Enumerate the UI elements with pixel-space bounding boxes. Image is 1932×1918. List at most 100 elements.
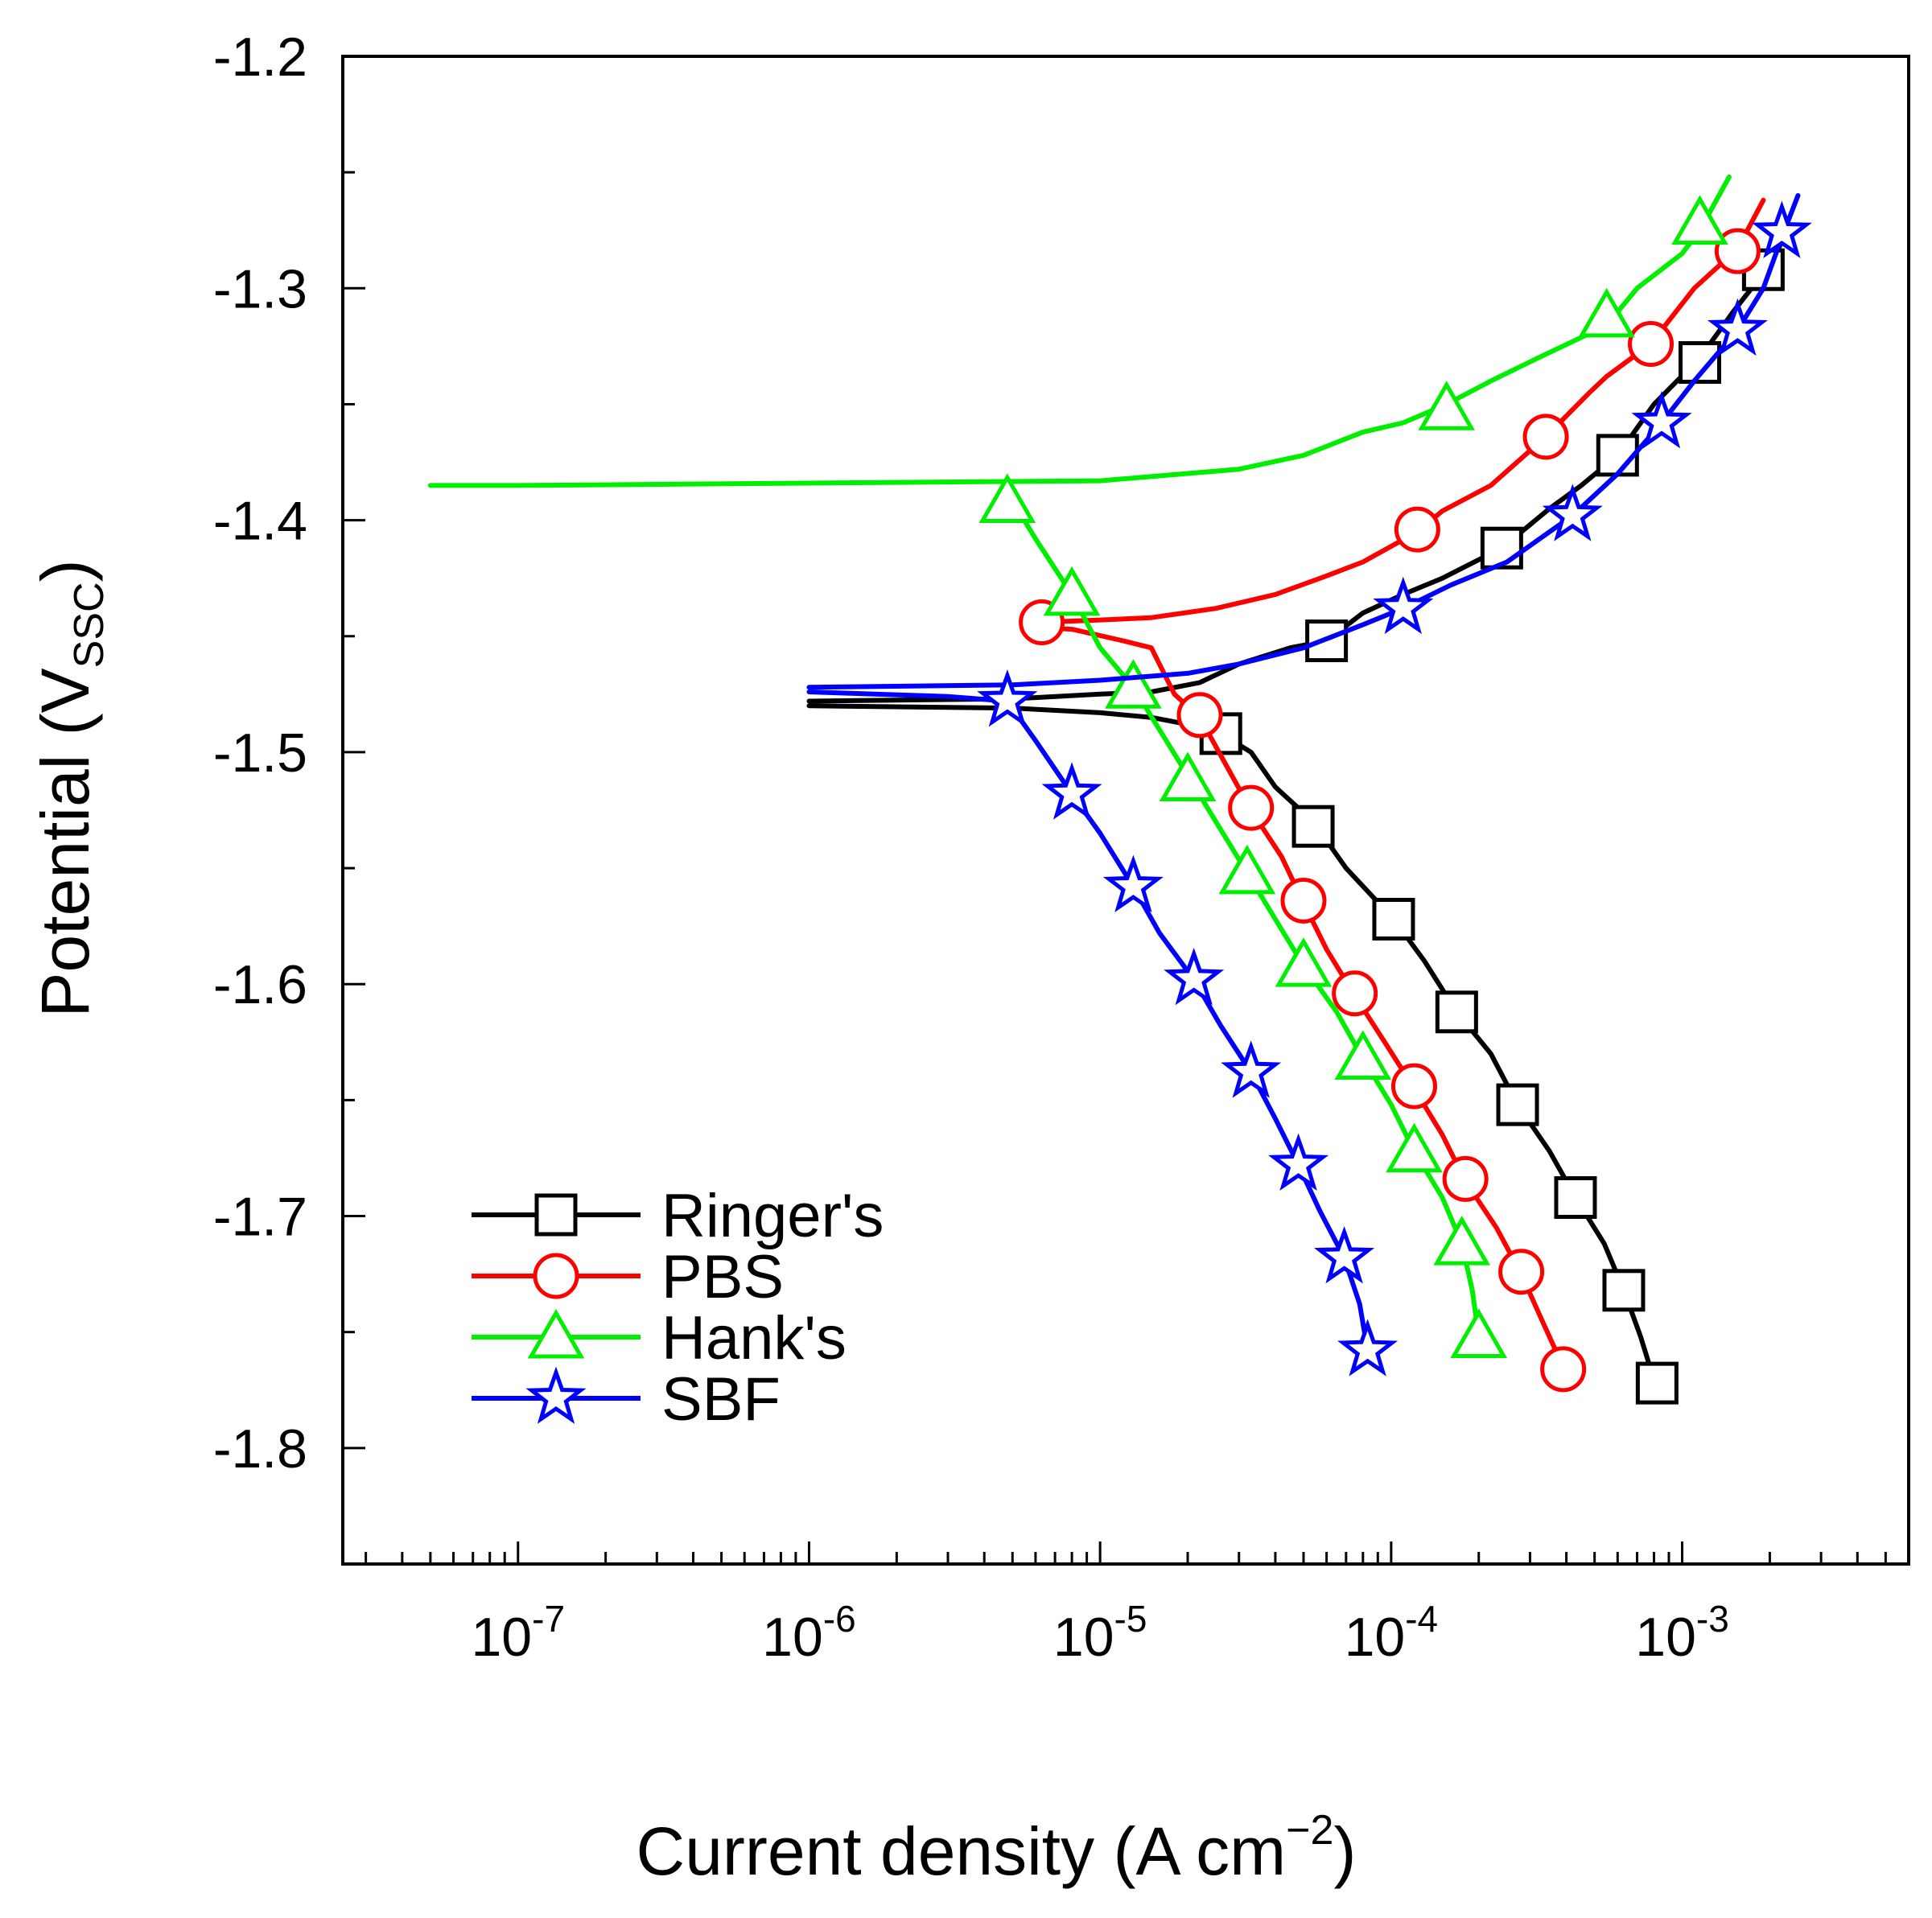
data-point-marker (1480, 526, 1523, 570)
y-axis-tick-labels: -1.2 -1.3 -1.4 -1.5 -1.6 -1.7 -1.8 (213, 27, 307, 1480)
data-point-marker (978, 473, 1036, 524)
y-tick-label: -1.2 (213, 27, 307, 88)
data-point-marker (1707, 298, 1768, 356)
x-axis-title-text: Current density (A cm (636, 1813, 1287, 1889)
data-point-marker (1305, 619, 1349, 663)
x-axis-title: Current density (A cm−2) (636, 1807, 1357, 1889)
x-axis-tick-labels: 10-7 10-6 10-5 10-4 10-3 (471, 1598, 1728, 1668)
legend-label: Hank's (661, 1304, 847, 1373)
data-point-marker (1275, 937, 1333, 987)
data-point-marker (1267, 1133, 1329, 1192)
x-tick-label-exponent: -6 (823, 1598, 856, 1640)
y-tick-label: -1.8 (213, 1418, 307, 1480)
data-point-marker (1554, 1175, 1597, 1219)
legend-marker (534, 1193, 578, 1237)
data-point-marker (1337, 1319, 1399, 1377)
anodic-branch-line (1039, 197, 1766, 625)
data-point-marker (1498, 1249, 1545, 1295)
data-point-marker (977, 669, 1038, 727)
data-point-marker (1522, 414, 1569, 460)
data-point-marker (1714, 228, 1761, 274)
x-tick-label: 10-3 (1635, 1598, 1729, 1668)
y-axis-title-suffix: ) (27, 559, 103, 582)
y-tick-label: -1.7 (213, 1187, 307, 1248)
data-point-marker (1218, 844, 1276, 895)
legend-label: PBS (661, 1243, 784, 1311)
data-point-marker (1314, 1225, 1375, 1284)
legend-label: SBF (661, 1365, 781, 1434)
x-tick-label-base: 10 (762, 1607, 823, 1668)
legend-item: Hank's (472, 1304, 847, 1373)
x-tick-label: 10-5 (1053, 1598, 1147, 1668)
x-tick-label-base: 10 (1635, 1607, 1696, 1668)
data-point-marker (1542, 484, 1603, 541)
data-point-marker (1334, 1030, 1392, 1080)
legend-item: PBS (472, 1243, 784, 1311)
legend-item: SBF (472, 1365, 781, 1434)
x-axis-title-suffix: ) (1333, 1813, 1356, 1889)
data-point-marker (1628, 321, 1675, 368)
x-tick-label-base: 10 (471, 1607, 532, 1668)
data-point-marker (1176, 692, 1223, 739)
x-axis-ticks (365, 1541, 1910, 1564)
data-point-marker (1159, 751, 1217, 802)
x-tick-label: 10-6 (762, 1598, 856, 1668)
data-point-marker (1496, 1083, 1539, 1126)
data-point-marker (1435, 990, 1478, 1034)
data-point-marker (1105, 659, 1162, 709)
data-point-marker (1386, 1122, 1443, 1173)
data-point-marker (1635, 1361, 1679, 1405)
x-tick-label-exponent: -3 (1696, 1598, 1729, 1640)
y-tick-label: -1.6 (213, 954, 307, 1015)
x-tick-label-base: 10 (1053, 1607, 1114, 1668)
series-star (806, 193, 1812, 1377)
data-point-marker (1450, 1308, 1508, 1358)
data-point-marker (1602, 1269, 1646, 1312)
legend-marker (525, 1366, 587, 1424)
data-point-marker (1578, 287, 1635, 338)
series-square (806, 239, 1785, 1405)
cathodic-branch-line (1022, 624, 1566, 1369)
legend-label: Ringer's (661, 1182, 884, 1250)
data-point-marker (1221, 1040, 1282, 1098)
anodic-branch-line (427, 174, 1732, 488)
data-point-marker (1540, 1346, 1587, 1393)
x-tick-label: 10-7 (471, 1598, 565, 1668)
x-axis-title-superscript: −2 (1286, 1807, 1333, 1854)
cathodic-branch-line (1004, 490, 1481, 1340)
data-point-marker (1394, 506, 1440, 553)
y-tick-label: -1.5 (213, 722, 307, 784)
y-axis-ticks (343, 55, 365, 1566)
y-axis-title-text: Potential (V (27, 668, 103, 1017)
y-tick-label: -1.4 (213, 491, 307, 552)
data-point-marker (1043, 566, 1101, 616)
data-point-marker (1164, 948, 1225, 1006)
data-point-marker (1433, 1216, 1491, 1266)
data-point-marker (1631, 391, 1692, 449)
y-axis-title-subscript: SSC (66, 582, 113, 668)
x-tick-label: 10-4 (1345, 1598, 1439, 1668)
data-point-marker (1332, 970, 1378, 1017)
x-tick-label-exponent: -7 (532, 1598, 565, 1640)
y-axis-title: Potential (VSSC) (27, 559, 113, 1017)
legend-marker (527, 1308, 585, 1359)
data-point-marker (1390, 1063, 1437, 1109)
series-layer (427, 174, 1812, 1405)
data-point-marker (1291, 805, 1335, 848)
data-point-marker (1102, 854, 1164, 913)
plot-frame (341, 55, 1910, 1566)
y-tick-label: -1.3 (213, 258, 307, 319)
data-point-marker (1228, 784, 1275, 831)
series-triangle (427, 174, 1732, 1358)
data-point-marker (1041, 762, 1102, 820)
data-point-marker (1372, 898, 1415, 941)
legend-item: Ringer's (472, 1182, 884, 1250)
legend-marker (533, 1253, 579, 1299)
series-circle (1019, 197, 1766, 1393)
x-tick-label-exponent: -5 (1114, 1598, 1147, 1640)
data-point-marker (1418, 381, 1476, 430)
data-point-marker (1280, 877, 1327, 924)
x-tick-label-base: 10 (1345, 1607, 1406, 1668)
